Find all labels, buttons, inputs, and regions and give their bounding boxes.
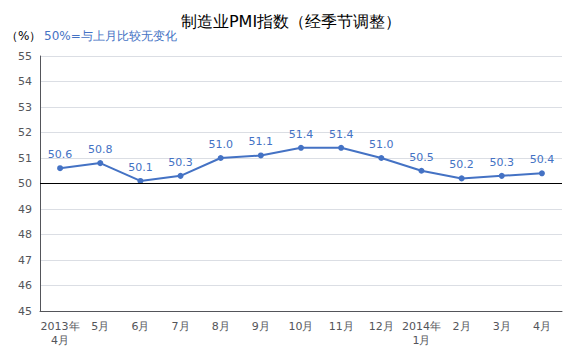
svg-text:5月: 5月 xyxy=(91,320,109,333)
svg-text:54: 54 xyxy=(18,75,32,88)
svg-text:50.1: 50.1 xyxy=(128,161,153,174)
svg-text:47: 47 xyxy=(18,254,32,267)
svg-text:51: 51 xyxy=(18,152,32,165)
svg-text:9月: 9月 xyxy=(252,320,270,333)
svg-text:2月: 2月 xyxy=(453,320,471,333)
svg-text:46: 46 xyxy=(18,279,32,292)
svg-text:51.0: 51.0 xyxy=(208,138,233,151)
svg-text:2014年: 2014年 xyxy=(402,320,441,333)
svg-text:11月: 11月 xyxy=(329,320,354,333)
svg-text:10月: 10月 xyxy=(289,320,314,333)
svg-text:2013年: 2013年 xyxy=(41,320,80,333)
svg-text:12月: 12月 xyxy=(369,320,394,333)
svg-text:50.6: 50.6 xyxy=(48,148,73,161)
svg-text:制造业PMI指数（经季节调整）: 制造业PMI指数（经季节调整） xyxy=(181,12,401,31)
svg-text:52: 52 xyxy=(18,126,32,139)
svg-text:4月: 4月 xyxy=(533,320,551,333)
svg-text:50: 50 xyxy=(18,177,32,190)
svg-text:6月: 6月 xyxy=(131,320,149,333)
svg-text:50.5: 50.5 xyxy=(409,151,434,164)
svg-text:50.8: 50.8 xyxy=(88,143,113,156)
svg-text:50.3: 50.3 xyxy=(168,156,193,169)
svg-text:49: 49 xyxy=(18,203,32,216)
svg-text:8月: 8月 xyxy=(212,320,230,333)
svg-text:53: 53 xyxy=(18,101,32,114)
svg-text:（%）: （%） xyxy=(6,29,41,43)
svg-text:3月: 3月 xyxy=(493,320,511,333)
svg-text:55: 55 xyxy=(18,50,32,63)
svg-text:50.2: 50.2 xyxy=(449,158,474,171)
svg-text:51.0: 51.0 xyxy=(369,138,394,151)
svg-text:1月: 1月 xyxy=(412,334,430,347)
svg-text:7月: 7月 xyxy=(172,320,190,333)
svg-text:51.4: 51.4 xyxy=(289,128,314,141)
svg-text:50%=与上月比较无变化: 50%=与上月比较无变化 xyxy=(44,29,177,43)
svg-text:51.4: 51.4 xyxy=(329,128,354,141)
svg-text:4月: 4月 xyxy=(51,334,69,347)
svg-text:48: 48 xyxy=(18,228,32,241)
svg-text:50.3: 50.3 xyxy=(490,156,514,169)
svg-text:45: 45 xyxy=(18,305,32,318)
svg-text:50.4: 50.4 xyxy=(530,153,555,166)
svg-text:51.1: 51.1 xyxy=(249,135,274,148)
